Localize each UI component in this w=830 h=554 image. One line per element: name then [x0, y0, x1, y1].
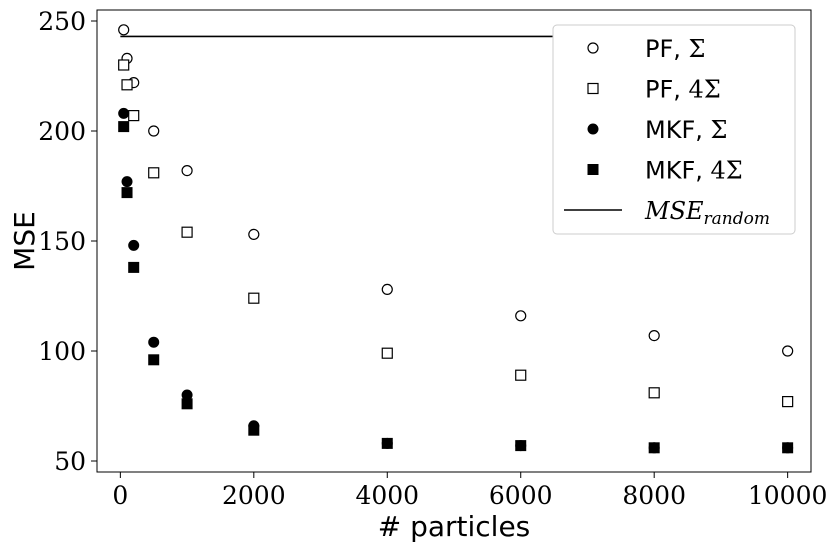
- series-3-point-2: [128, 261, 140, 273]
- series-3-point-6: [381, 437, 393, 449]
- series-1: [118, 59, 794, 408]
- x-tick-label-4: 8000: [622, 481, 686, 510]
- y-axis-title: MSE: [8, 211, 41, 271]
- legend-label-0: PF, Σ: [645, 35, 706, 63]
- series-0-point-8: [648, 330, 660, 342]
- series-1-point-6: [381, 347, 393, 359]
- x-tick-label-0: 0: [112, 481, 128, 510]
- series-1-point-8: [648, 387, 660, 399]
- legend-entry-0: PF, Σ: [587, 35, 706, 63]
- x-tick-label-5: 10000: [748, 481, 828, 510]
- legend-entry-1: PF, 4Σ: [587, 76, 721, 104]
- y-tick-label-4: 250: [38, 7, 86, 36]
- series-1-point-0: [118, 59, 130, 71]
- legend-marker-0: [587, 42, 599, 54]
- series-3-point-5: [248, 424, 260, 436]
- y-tick-label-0: 50: [54, 447, 86, 476]
- x-tick-label-1: 2000: [222, 481, 286, 510]
- series-1-point-5: [248, 292, 260, 304]
- legend-label-4: MSErandom: [644, 197, 770, 229]
- series-3-point-8: [648, 442, 660, 454]
- legend: PF, Σ PF, 4Σ MKF, Σ MKF, 4Σ MSErandom: [552, 24, 796, 235]
- series-0-point-0: [118, 24, 130, 36]
- series-1-point-3: [148, 167, 160, 179]
- legend-entry-3: MKF, 4Σ: [587, 157, 743, 185]
- series-3-point-4: [181, 398, 193, 410]
- series-0-point-3: [148, 125, 160, 137]
- series-1-point-4: [181, 226, 193, 238]
- series-0-point-6: [381, 283, 393, 295]
- legend-marker-2: [587, 123, 599, 135]
- series-3-point-7: [515, 440, 527, 452]
- legend-marker-1: [587, 82, 599, 95]
- x-tick-label-2: 4000: [355, 481, 419, 510]
- legend-label-3: MKF, 4Σ: [645, 157, 743, 185]
- legend-marker-3: [587, 164, 599, 175]
- series-0-point-4: [181, 165, 193, 177]
- series-3-point-3: [148, 354, 160, 366]
- series-1-point-1: [121, 79, 133, 91]
- y-tick-label-2: 150: [38, 227, 86, 256]
- legend-entry-2: MKF, Σ: [587, 116, 727, 144]
- series-2-point-1: [121, 176, 133, 188]
- legend-box: [552, 24, 796, 235]
- x-tick-label-3: 6000: [489, 481, 553, 510]
- y-tick-label-1: 100: [38, 337, 86, 366]
- plot-area: [118, 24, 794, 454]
- x-axis-title: # particles: [378, 510, 531, 543]
- legend-label-1: PF, 4Σ: [645, 76, 721, 104]
- series-2-point-3: [148, 336, 160, 348]
- series-0-point-7: [515, 310, 527, 322]
- series-0-point-9: [782, 345, 794, 357]
- series-3-point-9: [782, 442, 794, 454]
- legend-entry-4: MSErandom: [564, 197, 770, 229]
- series-2-point-2: [128, 239, 140, 251]
- series-3-point-1: [121, 187, 133, 199]
- series-1-point-7: [515, 369, 527, 381]
- series-3-point-0: [118, 121, 130, 133]
- series-1-point-9: [782, 396, 794, 408]
- y-tick-label-3: 200: [38, 117, 86, 146]
- series-2-point-0: [118, 107, 130, 119]
- series-0-point-5: [248, 228, 260, 240]
- series-0: [118, 24, 794, 357]
- axes: 0 2000 4000 6000 8000 10000 50 100 150 200 250 # pa…: [8, 7, 827, 543]
- series-3: [118, 121, 794, 454]
- series-1-point-2: [128, 109, 140, 122]
- legend-label-2: MKF, Σ: [645, 116, 727, 144]
